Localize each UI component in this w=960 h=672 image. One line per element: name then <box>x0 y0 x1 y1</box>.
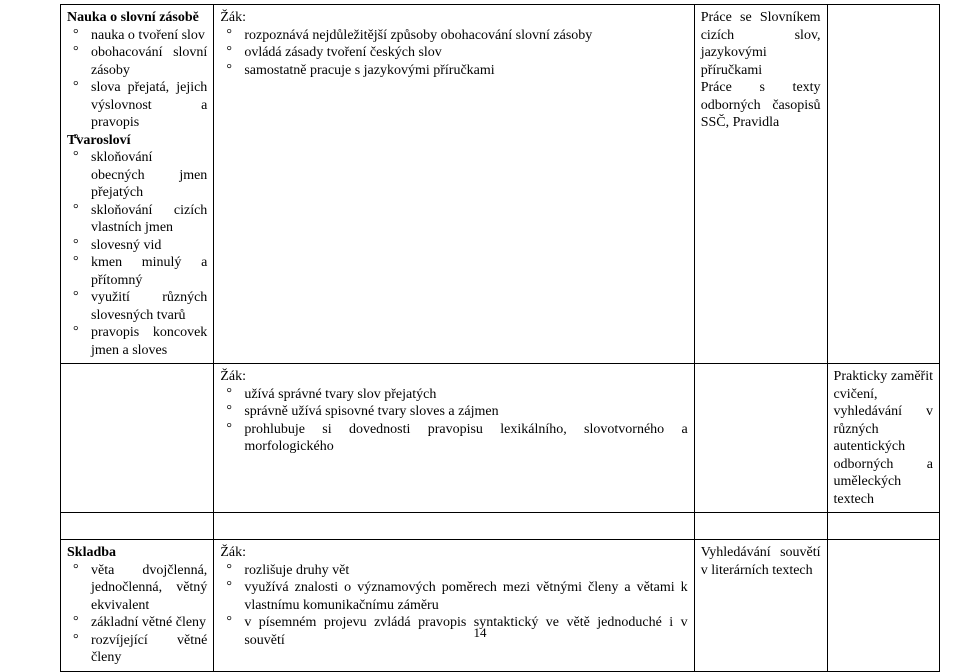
zak-lead: Žák: <box>220 369 246 384</box>
nauka-col3: Práce se Slovníkem cizích slov, jazykový… <box>694 5 827 364</box>
list-item: pravopis koncovek jmen a sloves <box>81 324 207 359</box>
nauka-col1: Nauka o slovní zásobě nauka o tvoření sl… <box>61 5 214 364</box>
nauka-heading: Nauka o slovní zásobě <box>67 10 199 25</box>
tvaroslovi-col4-text: Prakticky zaměřit cvičení, vyhledávání v… <box>834 369 933 507</box>
skladba-heading: Skladba <box>67 545 116 560</box>
nauka-col2-list: rozpoznává nejdůležitější způsoby obohac… <box>220 27 687 80</box>
nauka-col3-text: Práce se Slovníkem cizích slov, jazykový… <box>701 10 821 130</box>
list-item: skloňování obecných jmen přejatých <box>81 149 207 202</box>
gap-col2 <box>214 513 694 540</box>
nauka-col4 <box>827 5 939 364</box>
list-item: věta dvojčlenná, jednočlenná, větný ekvi… <box>81 562 207 615</box>
list-item: využití různých slovesných tvarů <box>81 289 207 324</box>
list-item: užívá správné tvary slov přejatých <box>234 386 687 404</box>
skladba-col3: Vyhledávání souvětí v literárních textec… <box>694 540 827 672</box>
page-number: 14 <box>0 625 960 641</box>
skladba-col4 <box>827 540 939 672</box>
tvaroslovi-col2-list: užívá správné tvary slov přejatých správ… <box>220 386 687 456</box>
gap-col3 <box>694 513 827 540</box>
page-container: Nauka o slovní zásobě nauka o tvoření sl… <box>0 0 960 649</box>
skladba-col1: Skladba věta dvojčlenná, jednočlenná, vě… <box>61 540 214 672</box>
tvaroslovi-col2: Žák: užívá správné tvary slov přejatých … <box>214 364 694 513</box>
list-item: obohacování slovní zásoby <box>81 44 207 79</box>
skladba-col3-text: Vyhledávání souvětí v literárních textec… <box>701 545 821 578</box>
gap-col4 <box>827 513 939 540</box>
tvaroslovi-col4: Prakticky zaměřit cvičení, vyhledávání v… <box>827 364 939 513</box>
list-item: samostatně pracuje s jazykovými příručka… <box>234 62 687 80</box>
list-item: ovládá zásady tvoření českých slov <box>234 44 687 62</box>
list-item: nauka o tvoření slov <box>81 27 207 45</box>
tvaroslovi-col1-spacer <box>61 364 214 513</box>
list-item: slovesný vid <box>81 237 207 255</box>
list-item: využívá znalosti o významových poměrech … <box>234 579 687 614</box>
nauka-col1-list: nauka o tvoření slov obohacování slovní … <box>67 27 207 132</box>
curriculum-table: Nauka o slovní zásobě nauka o tvoření sl… <box>60 4 940 672</box>
gap-col1 <box>61 513 214 540</box>
zak-lead: Žák: <box>220 10 246 25</box>
list-item: prohlubuje si dovednosti pravopisu lexik… <box>234 421 687 456</box>
list-item: rozpoznává nejdůležitější způsoby obohac… <box>234 27 687 45</box>
skladba-col2: Žák: rozlišuje druhy vět využívá znalost… <box>214 540 694 672</box>
list-item: rozlišuje druhy vět <box>234 562 687 580</box>
list-item: správně užívá spisovné tvary sloves a zá… <box>234 403 687 421</box>
list-item: kmen minulý a přítomný <box>81 254 207 289</box>
list-item: slova přejatá, jejich výslovnost a pravo… <box>81 79 207 132</box>
zak-lead: Žák: <box>220 545 246 560</box>
tvaroslovi-col1-list: skloňování obecných jmen přejatých skloň… <box>67 149 207 359</box>
tvaroslovi-col3 <box>694 364 827 513</box>
list-item: skloňování cizích vlastních jmen <box>81 202 207 237</box>
nauka-col2: Žák: rozpoznává nejdůležitější způsoby o… <box>214 5 694 364</box>
skladba-col1-list: věta dvojčlenná, jednočlenná, větný ekvi… <box>67 562 207 667</box>
